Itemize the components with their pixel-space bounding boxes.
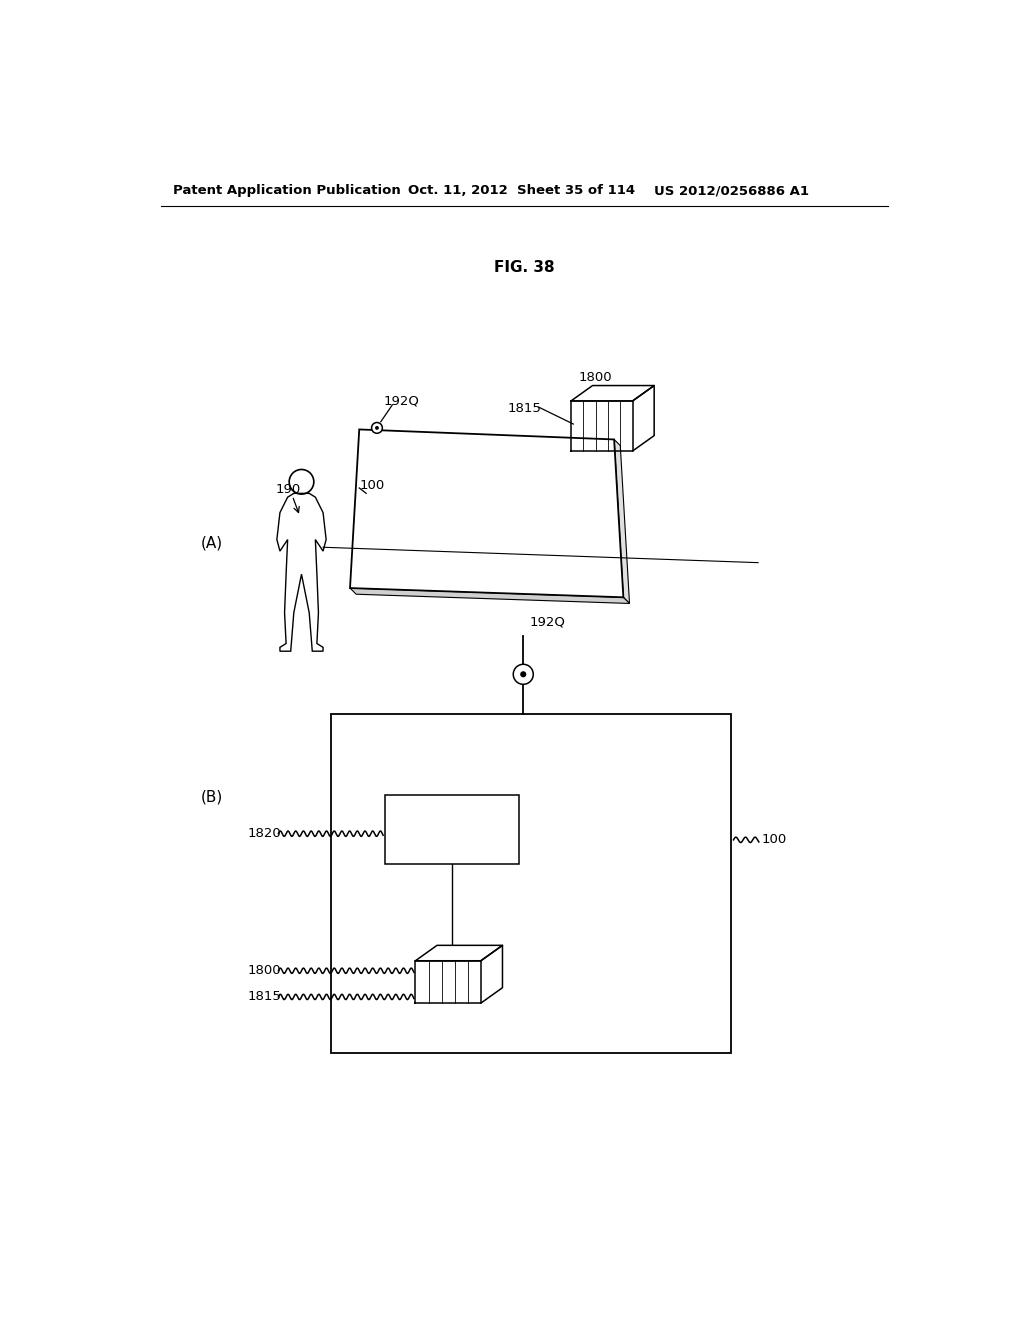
Text: 1800: 1800 bbox=[248, 964, 282, 977]
Text: FIG. 38: FIG. 38 bbox=[495, 260, 555, 276]
Text: 1815: 1815 bbox=[508, 403, 542, 416]
Bar bbox=[385, 795, 519, 865]
Text: MAATERIAL:: MAATERIAL: bbox=[394, 805, 469, 818]
Circle shape bbox=[520, 671, 526, 677]
Circle shape bbox=[372, 422, 382, 433]
Circle shape bbox=[513, 664, 534, 684]
Text: 192Q: 192Q bbox=[529, 615, 565, 628]
Text: 1800: 1800 bbox=[579, 371, 612, 384]
Text: WEIGHT:: WEIGHT: bbox=[394, 828, 447, 841]
Text: 190: 190 bbox=[275, 483, 301, 496]
Text: USE:: USE: bbox=[394, 849, 423, 862]
Text: Patent Application Publication: Patent Application Publication bbox=[173, 185, 400, 197]
Polygon shape bbox=[350, 429, 624, 598]
Polygon shape bbox=[350, 589, 630, 603]
Text: 192Q: 192Q bbox=[383, 395, 419, 408]
Text: 100: 100 bbox=[359, 479, 384, 492]
Text: Oct. 11, 2012  Sheet 35 of 114: Oct. 11, 2012 Sheet 35 of 114 bbox=[408, 185, 635, 197]
Circle shape bbox=[375, 426, 379, 430]
Bar bbox=[331, 714, 731, 1053]
Text: (B): (B) bbox=[201, 789, 222, 805]
Polygon shape bbox=[614, 440, 630, 603]
Text: (A): (A) bbox=[201, 536, 222, 550]
Text: 1815: 1815 bbox=[248, 990, 282, 1003]
Text: 1820: 1820 bbox=[248, 828, 282, 841]
Text: 100: 100 bbox=[762, 833, 787, 846]
Text: US 2012/0256886 A1: US 2012/0256886 A1 bbox=[654, 185, 809, 197]
